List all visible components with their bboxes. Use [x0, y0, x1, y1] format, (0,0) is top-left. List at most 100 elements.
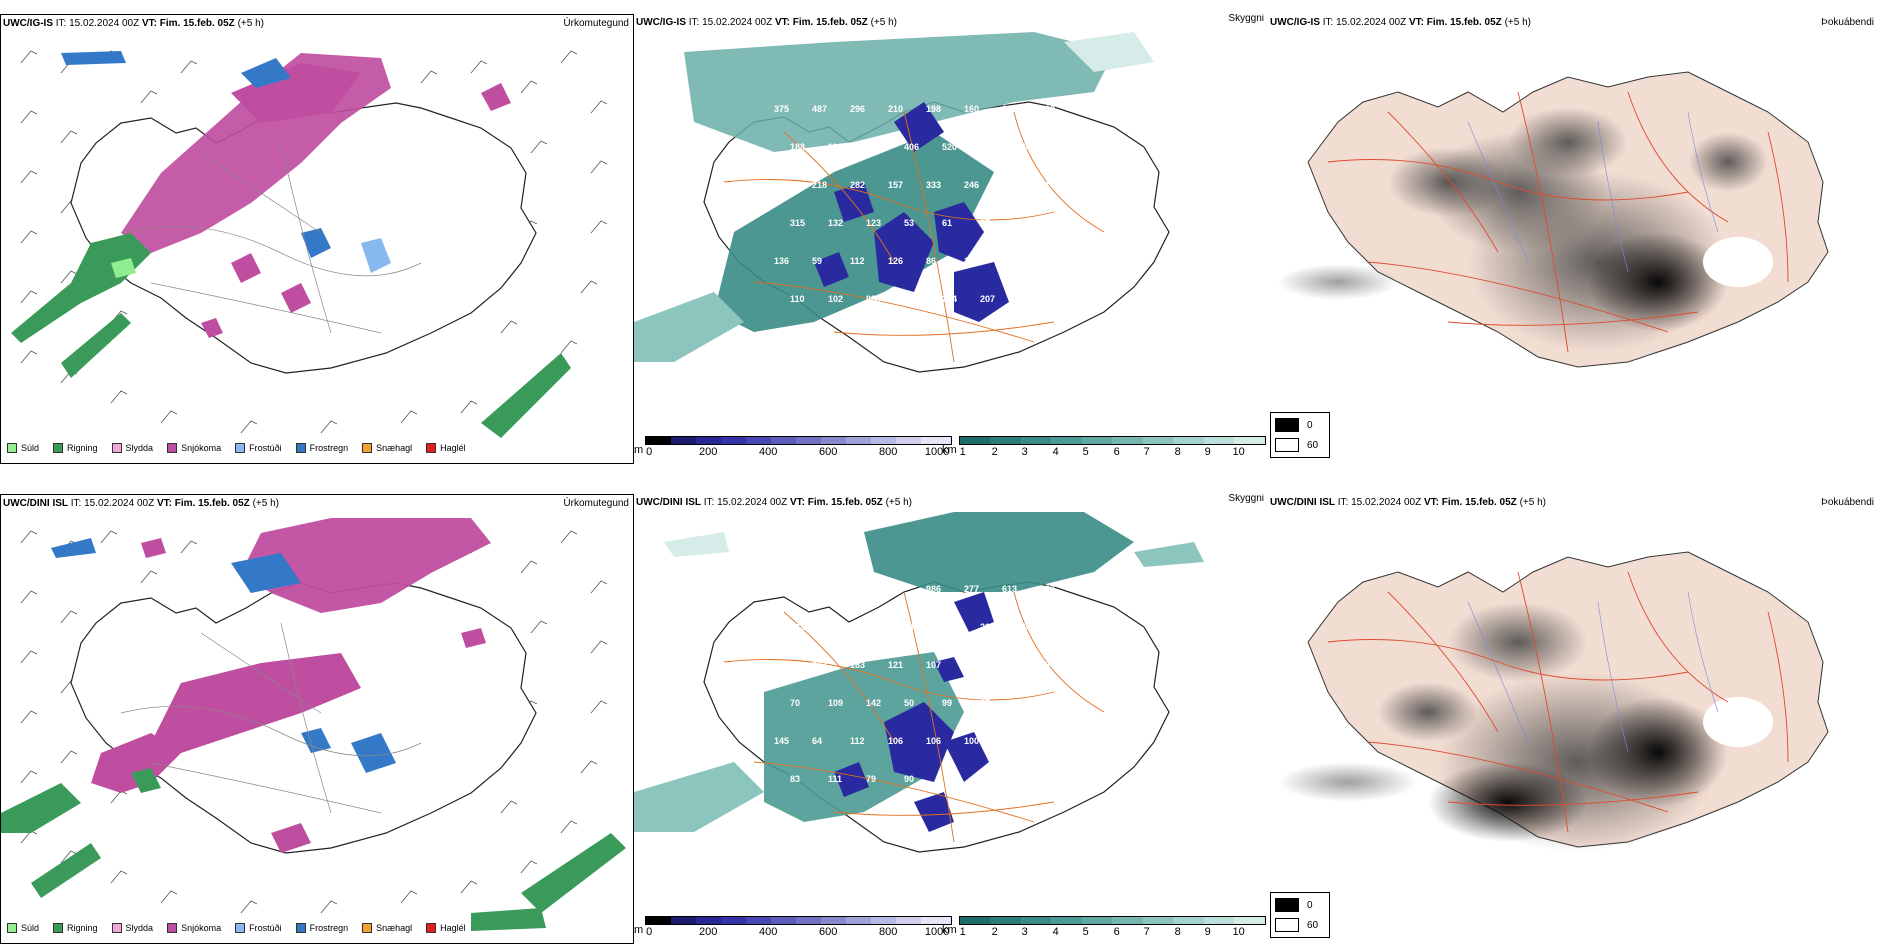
fog-legend-swatch	[1275, 418, 1299, 432]
vt-label: VT:	[156, 498, 172, 509]
cloud-base-label: 145	[774, 736, 789, 746]
legend-swatch	[7, 443, 17, 453]
cloud-base-labels: 447 417 204 322 986 277 613 527 242 276 454 333 233 2…	[774, 584, 1071, 784]
panel-title: Þokuábendi	[1821, 17, 1874, 28]
cloud-map-2[interactable]: 447 417 204 322 986 277 613 527 242 276 454 333 233 2…	[634, 512, 1268, 922]
cloud-base-label: 99	[942, 698, 952, 708]
tick-label: 1	[959, 446, 966, 458]
cloud-base-label: 87	[980, 698, 990, 708]
lead-time: (+5 h)	[1504, 17, 1531, 28]
visibility-colorbar: km 1 2 3 4 5 6 7 8 9 10	[942, 916, 1266, 938]
fog-legend-item: 60	[1275, 438, 1318, 452]
model-name: UWC/DINI ISL	[3, 498, 68, 509]
tick-label: 600	[818, 926, 838, 938]
cloud-base-label: 46	[1040, 660, 1050, 670]
legend-swatch	[426, 923, 437, 933]
it-label: IT:	[1322, 17, 1334, 28]
cloud-base-colorbar: m 0 200 400 600 800 1000	[634, 436, 953, 458]
tick-label: 800	[878, 446, 898, 458]
tick-label: 1000	[924, 446, 950, 458]
legend-item: Snæhagl	[362, 443, 412, 453]
cloud-base-label: 116	[1056, 698, 1071, 708]
roads	[723, 111, 1105, 363]
legend-item: Slydda	[111, 923, 154, 933]
fog-legend-label: 60	[1307, 919, 1319, 931]
legend-label: Snjókoma	[181, 923, 222, 933]
legend-swatch	[235, 923, 246, 933]
tick-label: 3	[1021, 446, 1028, 458]
cloud-base-label: 218	[812, 180, 827, 190]
cloud-base-label: 79	[866, 774, 876, 784]
cloud-base-label: 406	[904, 142, 919, 152]
legend-label: Frostúði	[249, 923, 282, 933]
legend-label: Rigning	[67, 443, 98, 453]
cloud-base-label: 454	[866, 622, 881, 632]
cloud-base-label: 11	[774, 332, 784, 342]
cloud-base-label: 123	[866, 218, 881, 228]
cloud-base-label: 110	[790, 294, 805, 304]
cloud-base-label: 192	[1018, 622, 1033, 632]
legend-item: Slydda	[111, 443, 154, 453]
tick-label: 9	[1204, 926, 1211, 938]
it-label: IT:	[688, 17, 700, 28]
cloud-base-label: 97	[980, 218, 990, 228]
visibility-colorbar: km 1 2 3 4 5 6 7 8 9 10	[942, 436, 1266, 458]
vt-value: Fim. 15.feb. 05Z	[1441, 497, 1517, 508]
fog-panel-1: UWC/IG-IS IT: 15.02.2024 00Z VT: Fim. 15…	[1268, 14, 1900, 464]
legend-swatch	[111, 443, 122, 453]
precip-map-2[interactable]	[1, 513, 634, 933]
precip-fields	[1, 518, 626, 931]
panel-title: Úrkomutegund	[563, 498, 629, 509]
legend-label: Slydda	[125, 443, 154, 453]
tick-label: 200	[698, 446, 718, 458]
legend-swatch	[53, 923, 64, 933]
cloud-base-label: 114	[828, 142, 843, 152]
fog-map-2[interactable]	[1268, 512, 1900, 922]
legend-label: Haglél	[440, 443, 466, 453]
cloud-base-label: 447	[774, 584, 789, 594]
tick-label: 10	[1232, 446, 1245, 458]
tick-label: 10	[1232, 926, 1245, 938]
model-name: UWC/IG-IS	[1270, 17, 1320, 28]
tick-label: 8	[1174, 446, 1181, 458]
legend-item: Frostregn	[295, 923, 348, 933]
precip-panel-2: UWC/DINI ISL IT: 15.02.2024 00Z VT: Fim.…	[0, 494, 634, 944]
cloud-map-1[interactable]: 375 487 296 210 198 160 268 302 188 114 130 406 520 4…	[634, 32, 1268, 442]
cloud-base-label: 242	[790, 622, 805, 632]
cloud-base-label: 207	[980, 294, 995, 304]
legend-item: Frostúði	[235, 443, 282, 453]
cloud-base-colorbar: m 0 200 400 600 800 1000	[634, 916, 953, 938]
cloud-base-label: 142	[866, 698, 881, 708]
cloud-base-label: 102	[828, 294, 843, 304]
legend-swatch	[362, 923, 373, 933]
tick-label: 4	[1052, 446, 1059, 458]
tick-label: 600	[818, 446, 838, 458]
cloud-base-label: 121	[888, 660, 903, 670]
it-label: IT:	[703, 497, 715, 508]
cloud-base-label: 333	[904, 622, 919, 632]
model-name: UWC/IG-IS	[636, 17, 686, 28]
cloud-base-label: 106	[926, 736, 941, 746]
roads	[1327, 91, 1789, 353]
cloud-base-label: 111	[828, 774, 842, 784]
cloud-base-label: 970	[904, 294, 919, 304]
legend-label: Haglél	[440, 923, 466, 933]
vt-value: Fim. 15.feb. 05Z	[174, 498, 250, 509]
fog-legend: 0 60	[1270, 412, 1330, 458]
tick-label: 1000	[924, 926, 950, 938]
cloud-base-label: 527	[1040, 584, 1055, 594]
legend-swatch	[53, 443, 64, 453]
fog-map-1[interactable]	[1268, 32, 1900, 442]
legend-swatch	[362, 443, 373, 453]
panel-header: UWC/DINI ISL IT: 15.02.2024 00Z VT: Fim.…	[1270, 497, 1896, 511]
precip-map-1[interactable]	[1, 33, 634, 453]
legend-label: Slydda	[125, 923, 154, 933]
fog-legend-label: 0	[1307, 899, 1313, 911]
it-value: 15.02.2024 00Z	[1336, 17, 1407, 28]
cloud-base-label: 78	[1002, 736, 1012, 746]
legend-label: Frostregn	[309, 443, 349, 453]
tick-label: 5	[1082, 446, 1089, 458]
cloud-base-label: 117	[1018, 698, 1033, 708]
cloud-base-label: 282	[850, 180, 865, 190]
visibility-unit: km	[942, 444, 957, 456]
